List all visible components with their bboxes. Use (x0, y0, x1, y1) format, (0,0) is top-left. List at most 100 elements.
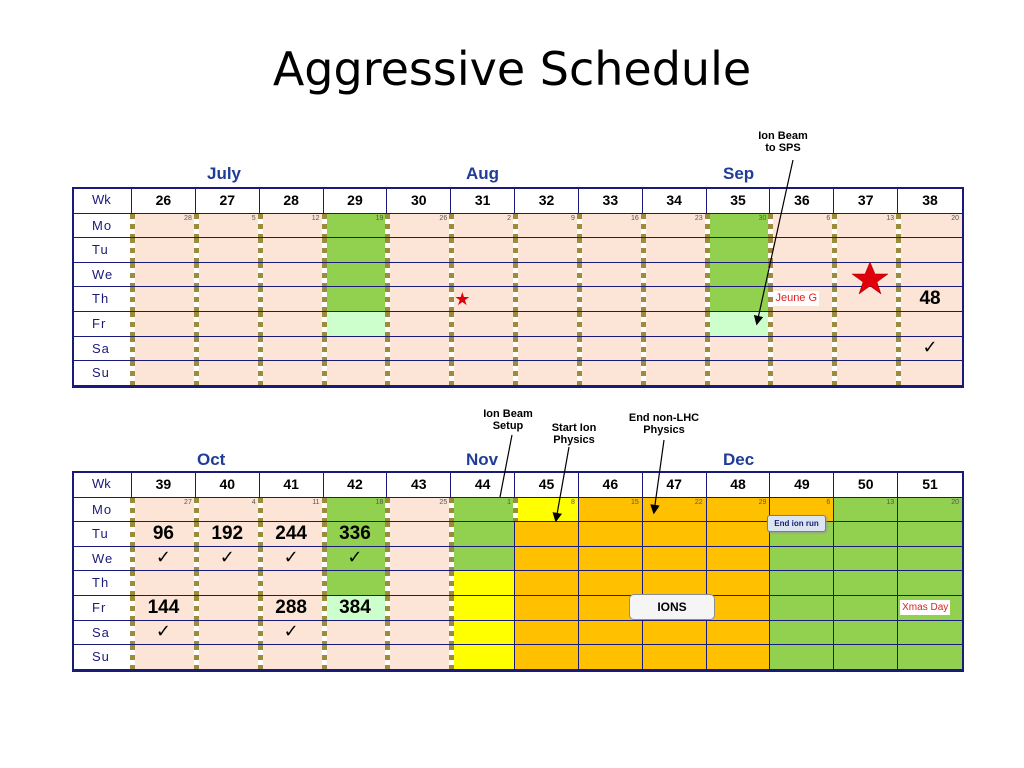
day-cell (321, 287, 388, 312)
day-cell: 18 (321, 497, 388, 523)
day-cell (130, 571, 196, 596)
day-cell: 13 (834, 497, 899, 523)
day-cell: ★ (449, 287, 516, 312)
day-cell (832, 287, 899, 312)
annotation-ion-beam-sps: Ion Beam to SPS (758, 130, 808, 154)
day-cell (385, 311, 452, 337)
week-header: 31 (451, 189, 516, 214)
day-cell (770, 571, 835, 596)
day-label: Th (74, 571, 132, 596)
day-cell (321, 238, 388, 263)
week-header: 36 (770, 189, 835, 214)
day-cell (515, 571, 579, 596)
day-label: Sa (74, 620, 132, 646)
day-cell (321, 571, 388, 596)
day-cell (385, 571, 452, 596)
day-cell: ✓ (193, 546, 260, 572)
day-cell (576, 336, 643, 362)
day-label: Su (74, 645, 132, 670)
day-cell (898, 571, 962, 596)
check-icon: ✓ (219, 546, 235, 567)
day-cell (834, 620, 899, 646)
day-cell: 15 (578, 497, 643, 523)
day-cell (321, 645, 388, 670)
day-cell (896, 311, 962, 337)
day-cell (896, 262, 962, 288)
day-cell (385, 287, 452, 312)
day-cell: ✓ (257, 546, 324, 572)
day-cell (704, 262, 771, 288)
day-cell (832, 262, 899, 288)
week-header: 47 (642, 473, 707, 498)
day-cell: 12 (257, 213, 324, 239)
day-cell (449, 571, 516, 596)
day-cell (642, 620, 707, 646)
day-cell (513, 287, 579, 312)
day-cell: 23 (640, 213, 707, 239)
day-cell (832, 311, 899, 337)
week-header: 39 (132, 473, 196, 498)
date-number: 6 (826, 498, 831, 506)
day-cell (832, 238, 899, 263)
day-cell (640, 311, 707, 337)
date-number: 6 (826, 214, 831, 222)
week-header: 49 (770, 473, 835, 498)
day-cell (640, 262, 707, 288)
day-cell (130, 336, 196, 362)
day-cell (130, 361, 196, 386)
date-number: 26 (439, 214, 448, 222)
day-cell (640, 336, 707, 362)
day-cell (578, 571, 643, 596)
day-cell (768, 311, 835, 337)
day-cell (449, 361, 516, 386)
day-cell (449, 311, 516, 337)
date-number: 5 (251, 214, 256, 222)
day-cell (449, 522, 516, 547)
day-cell (642, 522, 707, 547)
day-cell (578, 645, 643, 670)
date-number: 23 (694, 214, 703, 222)
day-cell (576, 262, 643, 288)
day-cell: 26 (385, 213, 452, 239)
day-cell (768, 262, 835, 288)
annotation-ion-beam-setup: Ion Beam Setup (483, 408, 533, 432)
day-cell: ✓ (257, 620, 324, 646)
week-header: 27 (195, 189, 260, 214)
day-cell: 6 (768, 213, 835, 239)
week-header: 43 (387, 473, 452, 498)
date-number: 20 (951, 498, 959, 506)
day-cell (578, 620, 643, 646)
day-cell (706, 620, 771, 646)
day-cell (449, 262, 516, 288)
month-nov: Nov (466, 450, 499, 469)
date-number: 25 (439, 498, 448, 506)
day-cell (385, 361, 452, 386)
day-cell: Jeune G (768, 287, 835, 312)
day-cell: 13 (832, 213, 899, 239)
day-cell (257, 571, 324, 596)
day-cell (515, 595, 579, 621)
day-cell (898, 522, 962, 547)
day-cell: 2 (449, 213, 516, 239)
star-small-icon: ★ (454, 289, 471, 310)
week-header: 34 (642, 189, 707, 214)
week-header: 40 (195, 473, 260, 498)
check-icon: ✓ (922, 336, 938, 357)
month-dec: Dec (723, 450, 755, 469)
day-cell: 144 (130, 595, 196, 621)
day-cell (130, 287, 196, 312)
month-sep: Sep (723, 164, 755, 183)
day-cell (449, 238, 516, 263)
week-header: 48 (706, 473, 771, 498)
calendar-grid-top: Wk 26 27 28 29 30 31 32 33 34 35 36 37 38 Mo 28 5 12 19 26 2… (72, 187, 964, 388)
check-icon: ✓ (347, 546, 363, 567)
day-cell (515, 546, 579, 572)
day-cell (257, 287, 324, 312)
day-cell (898, 620, 962, 646)
day-cell (385, 595, 452, 621)
date-number: 8 (571, 498, 575, 506)
day-cell (321, 311, 388, 337)
day-label: Tu (74, 522, 132, 547)
day-cell (130, 311, 196, 337)
day-cell (257, 262, 324, 288)
